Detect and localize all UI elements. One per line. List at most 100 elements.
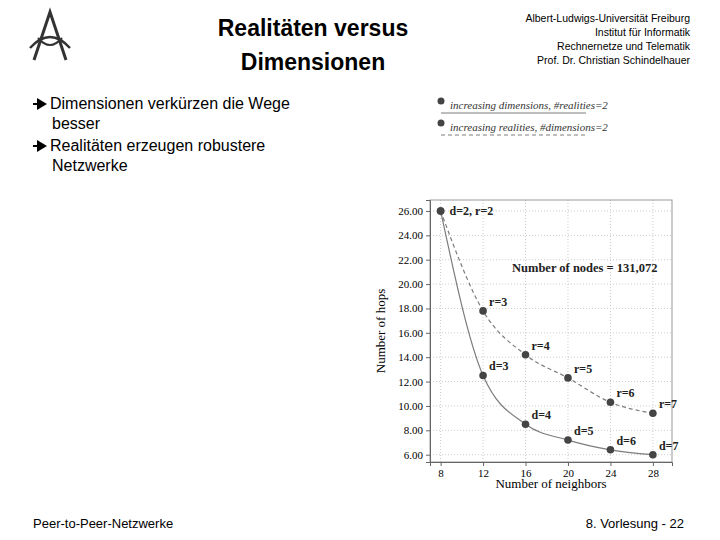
x-tick-mark bbox=[526, 462, 527, 466]
point-label: r=4 bbox=[532, 339, 550, 353]
institution-line: Prof. Dr. Christian Schindelhauer bbox=[537, 54, 690, 66]
y-tick: 8.00 bbox=[404, 424, 430, 436]
point bbox=[437, 207, 445, 215]
y-tick-label: 8.00 bbox=[404, 424, 424, 436]
x-tick-label: 24 bbox=[605, 467, 617, 479]
point bbox=[522, 351, 530, 359]
bullet-arrow-stem bbox=[33, 145, 40, 147]
point bbox=[479, 307, 487, 315]
point-label: d=4 bbox=[532, 408, 552, 422]
y-tick: 6.00 bbox=[404, 449, 430, 461]
point bbox=[479, 372, 487, 380]
y-axis-line bbox=[426, 201, 431, 463]
y-tick-mark bbox=[426, 308, 430, 309]
series-line bbox=[441, 211, 653, 455]
x-tick: 28 bbox=[648, 462, 660, 479]
bullet-text: Realitäten erzeugen robustere bbox=[50, 137, 265, 154]
x-tick-mark bbox=[568, 462, 569, 466]
x-tick-mark bbox=[653, 462, 654, 466]
legend: increasing dimensions, #realities=2incre… bbox=[438, 98, 609, 136]
y-tick-mark bbox=[426, 357, 430, 358]
series-line bbox=[441, 211, 653, 413]
point-label: d=6 bbox=[616, 434, 636, 448]
point bbox=[649, 451, 657, 459]
point-label: d=5 bbox=[574, 424, 594, 438]
grid-line-x bbox=[652, 200, 653, 462]
point bbox=[649, 409, 657, 417]
legend-marker bbox=[438, 98, 445, 105]
y-tick-label: 10.00 bbox=[398, 400, 423, 412]
point-labels: d=2, r=2 d=3 d=4 d=5 d=6 d=7 r=3 r=4 r=5 r=6 r=7 bbox=[450, 204, 679, 453]
y-tick-mark bbox=[426, 455, 430, 456]
y-tick: 12.00 bbox=[398, 376, 430, 388]
logo-stroke bbox=[30, 37, 70, 48]
bullet-text: Netzwerke bbox=[52, 157, 128, 174]
point-label: d=7 bbox=[659, 439, 679, 453]
grid-line-y bbox=[430, 284, 672, 285]
x-tick-label: 12 bbox=[478, 467, 489, 479]
x-tick-label: 8 bbox=[438, 467, 444, 479]
y-tick: 20.00 bbox=[398, 278, 430, 290]
grid-line-x bbox=[567, 200, 568, 462]
y-tick-mark bbox=[426, 406, 430, 407]
institution-line: Institut für Informatik bbox=[595, 26, 691, 38]
y-tick: 16.00 bbox=[398, 327, 430, 339]
x-tick-mark bbox=[610, 462, 611, 466]
y-tick-mark bbox=[426, 382, 430, 383]
point-label: r=3 bbox=[489, 295, 507, 309]
slide-title: Realitäten versus bbox=[218, 15, 408, 41]
institution-line: Rechnernetze und Telematik bbox=[557, 40, 691, 52]
grid-line-y bbox=[430, 405, 672, 406]
data-area bbox=[437, 207, 657, 458]
y-tick-label: 18.00 bbox=[398, 302, 423, 314]
slide-title: Dimensionen bbox=[241, 49, 385, 75]
bullet-text: besser bbox=[52, 115, 101, 132]
y-tick: 24.00 bbox=[398, 229, 430, 241]
y-axis: 6.00 8.00 10.00 12.00 14.00 16.00 18.00 20.00 22… bbox=[398, 201, 430, 463]
point bbox=[607, 398, 615, 406]
legend-label: increasing realities, #dimensions=2 bbox=[450, 121, 608, 133]
y-tick-label: 26.00 bbox=[398, 205, 423, 217]
grid-line-y bbox=[430, 454, 672, 455]
legend-line bbox=[441, 113, 586, 114]
y-tick-mark bbox=[426, 260, 430, 261]
x-tick: 12 bbox=[478, 462, 489, 479]
grid-line-x bbox=[610, 200, 611, 462]
point-label: d=2, r=2 bbox=[450, 204, 494, 218]
y-tick-label: 20.00 bbox=[398, 278, 423, 290]
footer-left: Peer-to-Peer-Netzwerke bbox=[33, 516, 173, 531]
y-tick-mark bbox=[426, 235, 430, 236]
grid bbox=[430, 200, 672, 462]
logo-stroke bbox=[38, 38, 62, 45]
y-tick: 26.00 bbox=[398, 205, 430, 217]
x-tick: 8 bbox=[438, 462, 444, 479]
plot-frame bbox=[430, 200, 672, 462]
grid-line-y bbox=[430, 430, 672, 431]
y-tick: 18.00 bbox=[398, 302, 430, 314]
x-axis-title: Number of neighbors bbox=[495, 476, 606, 491]
x-tick-label: 28 bbox=[648, 467, 660, 479]
y-tick-label: 6.00 bbox=[404, 449, 424, 461]
legend-marker bbox=[438, 120, 445, 127]
y-tick: 14.00 bbox=[398, 351, 430, 363]
x-tick-mark bbox=[441, 462, 442, 466]
point-label: r=5 bbox=[574, 362, 592, 376]
bullet-arrow-stem bbox=[33, 103, 40, 105]
footer-right: 8. Vorlesung - 22 bbox=[586, 516, 684, 531]
point bbox=[607, 446, 615, 454]
y-tick-label: 24.00 bbox=[398, 229, 423, 241]
x-axis-line bbox=[431, 463, 673, 467]
y-tick-label: 14.00 bbox=[398, 351, 423, 363]
point bbox=[437, 207, 445, 215]
x-tick: 24 bbox=[605, 462, 617, 479]
bullet-text: Dimensionen verkürzen die Wege bbox=[50, 95, 290, 112]
point-label: d=3 bbox=[489, 359, 509, 373]
grid-line-y bbox=[430, 235, 672, 236]
point-label: r=7 bbox=[659, 397, 677, 411]
grid-line-y bbox=[430, 381, 672, 382]
grid-line-y bbox=[430, 308, 672, 309]
point-label: r=6 bbox=[616, 386, 634, 400]
y-tick-label: 12.00 bbox=[398, 376, 423, 388]
x-tick-mark bbox=[483, 462, 484, 466]
y-tick: 22.00 bbox=[398, 254, 430, 266]
